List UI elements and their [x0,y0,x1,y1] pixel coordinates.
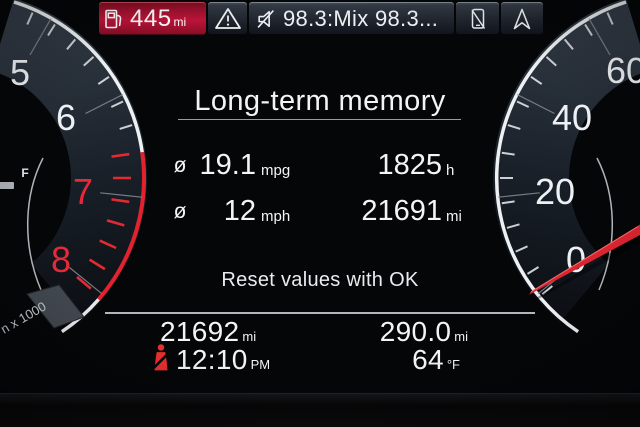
page-title: Long-term memory [194,85,446,117]
status-bar: 445 mi 98.3:Mix 98.3... [99,2,543,35]
odometer-value: 21692 [160,316,240,347]
speedometer-rim-arc [494,0,627,334]
footer-divider [105,312,535,314]
avg-fuel-prefix: ø [173,154,187,177]
media-station-label: 98.3:Mix 98.3... [283,5,439,31]
fuel-range-text: 445 mi [130,5,186,33]
tachometer-minor-ticks [26,12,133,130]
tachometer-needle [26,284,85,329]
nav-indicator [501,2,543,35]
tachometer-redline-arc [97,151,146,301]
odometer-unit: mi [242,329,257,344]
avg-speed-value: 12 [223,195,256,227]
fuel-range-unit: mi [173,14,187,29]
warning-indicator [208,2,247,35]
avg-speed-unit: mph [261,208,291,225]
tach-label-6: 6 [56,97,76,138]
speedometer-gauge: 60 40 20 0 [493,0,640,334]
distance-unit: mi [446,208,462,225]
fuel-range-value: 445 [130,4,172,32]
trip-range: 290.0 mi [380,316,468,348]
speaker-muted-icon [257,9,274,28]
speedometer-needle-shadow [533,235,640,302]
tachometer-redline-ticks [76,152,131,290]
media-status: 98.3:Mix 98.3... [249,2,454,35]
distance-value: 21691 [361,195,442,227]
title-underline [178,119,461,120]
tach-label-8: 8 [51,239,71,280]
clock: 12:10 PM [176,344,270,376]
speed-label-20: 20 [535,171,575,212]
odometer: 21692 mi [160,316,256,348]
outside-temp-value: 64 [412,344,444,375]
warning-triangle-icon [214,8,241,29]
tachometer-scale-label: n x 1000 [0,299,49,337]
phone-disconnected-icon [470,8,485,29]
avg-fuel-value: 19.1 [199,149,256,181]
tach-label-7: 7 [73,171,93,212]
seatbelt-warning [151,344,171,377]
avg-speed-prefix: ø [173,200,187,223]
outside-temp-unit: °F [446,357,460,372]
trip-range-value: 290.0 [379,316,452,347]
seatbelt-warning-icon [153,344,169,371]
bottom-bezel [0,393,640,427]
tachometer-gauge: 5 6 7 8 n x 1000 F [0,0,147,337]
speedometer-needle-highlight [530,226,639,293]
reset-hint: Reset values with OK [221,269,419,291]
fuel-full-label: F [21,166,28,180]
trip-range-unit: mi [454,329,468,344]
fuel-range-badge: 445 mi [99,2,206,35]
hours-value: 1825 [377,149,442,181]
tachometer-hub-arc [27,157,44,291]
clock-value: 12:10 [176,344,248,375]
fuel-gauge-bar [0,182,14,189]
clock-unit: PM [250,357,271,372]
speedometer-minor-ticks [500,12,614,296]
fuel-pump-icon [105,9,122,28]
navigation-arrow-icon [513,8,531,29]
outside-temperature: 64 °F [412,344,460,376]
speedometer-hub-arc [596,157,613,291]
speedometer-dial-band [493,0,640,322]
phone-status [456,2,499,35]
tachometer-major-ticks [29,18,143,295]
speed-label-60: 60 [606,50,640,91]
tach-label-5: 5 [10,52,30,93]
tachometer-dial-band [0,0,147,322]
avg-fuel-unit: mpg [261,162,291,179]
hours-unit: h [446,162,455,179]
speed-label-40: 40 [552,97,592,138]
tachometer-rim-arc [13,0,144,153]
